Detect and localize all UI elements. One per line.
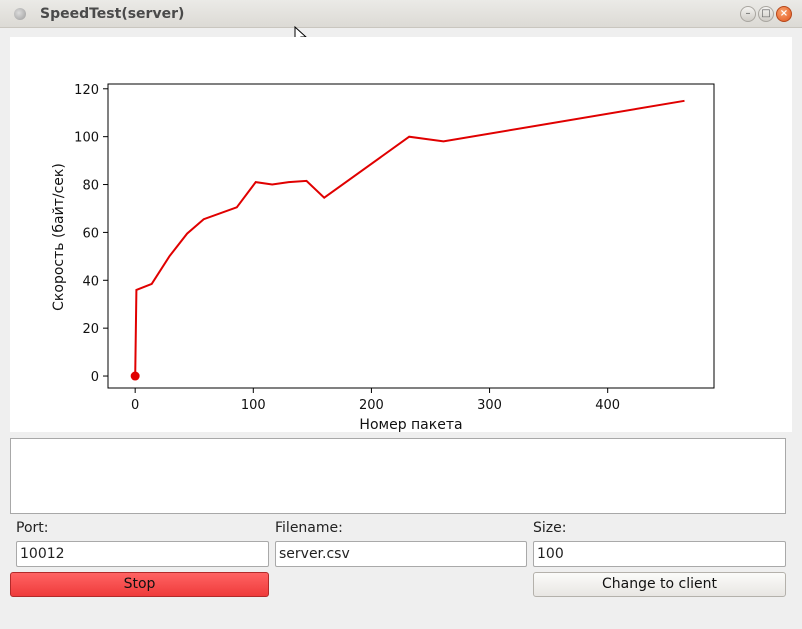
log-output-area[interactable] bbox=[10, 438, 786, 514]
x-tick-label: 200 bbox=[359, 398, 384, 413]
filename-label: Filename: bbox=[275, 520, 343, 536]
y-tick-label: 60 bbox=[82, 226, 99, 241]
series-start-point bbox=[130, 371, 140, 381]
window-title: SpeedTest(server) bbox=[40, 6, 185, 22]
y-tick-label: 120 bbox=[74, 83, 99, 98]
change-to-client-button[interactable]: Change to client bbox=[533, 572, 786, 597]
y-tick-label: 80 bbox=[82, 179, 99, 194]
title-bar: SpeedTest(server) – □ × bbox=[0, 0, 802, 28]
stop-button[interactable]: Stop bbox=[10, 572, 269, 597]
x-tick-label: 300 bbox=[477, 398, 502, 413]
y-tick-label: 40 bbox=[82, 274, 99, 289]
y-axis-label: Скорость (байт/сек) bbox=[51, 163, 67, 311]
close-icon[interactable]: × bbox=[776, 6, 792, 22]
plot-frame bbox=[107, 83, 715, 389]
x-tick-label: 100 bbox=[241, 398, 266, 413]
plot-area: 0 100 200 300 400 0 20 40 60 80 100 120 Номер паке… bbox=[10, 37, 792, 433]
maximize-icon[interactable]: □ bbox=[758, 6, 774, 22]
size-label: Size: bbox=[533, 520, 567, 536]
y-tick-label: 100 bbox=[74, 131, 99, 146]
port-input[interactable]: 10012 bbox=[16, 541, 269, 567]
filename-input[interactable]: server.csv bbox=[275, 541, 527, 567]
y-tick-label: 20 bbox=[82, 322, 99, 337]
minimize-icon[interactable]: – bbox=[740, 6, 756, 22]
speed-chart: 0 100 200 300 400 0 20 40 60 80 100 120 Номер паке… bbox=[51, 83, 715, 433]
port-label: Port: bbox=[16, 520, 49, 536]
x-tick-label: 0 bbox=[131, 398, 139, 413]
y-tick-label: 0 bbox=[91, 370, 99, 385]
window-menu-icon[interactable] bbox=[14, 8, 26, 20]
speed-series-line bbox=[134, 99, 685, 377]
x-axis-label: Номер пакета bbox=[359, 417, 462, 432]
x-tick-label: 400 bbox=[595, 398, 620, 413]
size-input[interactable]: 100 bbox=[533, 541, 786, 567]
